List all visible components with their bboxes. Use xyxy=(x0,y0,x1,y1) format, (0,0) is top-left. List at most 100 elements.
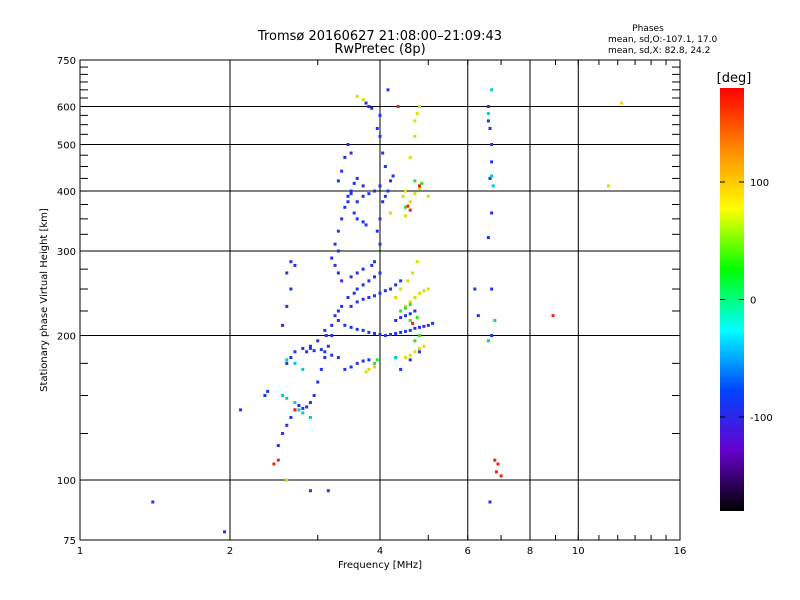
data-point xyxy=(370,106,374,110)
grid-lines xyxy=(80,60,680,540)
data-point xyxy=(373,365,377,369)
data-point xyxy=(378,184,382,188)
data-point xyxy=(336,355,340,359)
data-point xyxy=(355,300,359,304)
data-point xyxy=(422,289,426,293)
data-point xyxy=(486,236,490,240)
data-point xyxy=(431,321,435,325)
colorbar-tick-label: -100 xyxy=(750,413,773,424)
data-point xyxy=(381,200,385,204)
data-point xyxy=(406,279,410,283)
data-point xyxy=(355,217,359,221)
data-point xyxy=(403,329,407,333)
data-point xyxy=(490,174,494,178)
data-point xyxy=(308,344,312,348)
data-point xyxy=(473,287,477,291)
data-point xyxy=(486,119,490,123)
data-point xyxy=(389,332,393,336)
data-point xyxy=(378,113,382,117)
data-point xyxy=(346,194,350,198)
data-point xyxy=(426,287,430,291)
data-point xyxy=(399,330,403,334)
data-point xyxy=(403,304,407,308)
data-point xyxy=(364,223,368,227)
data-point xyxy=(289,260,293,264)
data-point xyxy=(413,179,417,183)
data-point xyxy=(281,323,285,327)
data-point xyxy=(399,287,403,291)
data-point xyxy=(391,174,395,178)
x-tick-label: 2 xyxy=(227,546,233,557)
data-point xyxy=(394,331,398,335)
data-point xyxy=(361,359,365,363)
data-point xyxy=(408,312,412,316)
data-point xyxy=(336,271,340,275)
data-point xyxy=(343,367,347,371)
data-point xyxy=(346,296,350,300)
data-point xyxy=(361,98,365,102)
data-point xyxy=(496,462,500,466)
y-tick-label: 500 xyxy=(57,141,76,152)
y-tick-label: 600 xyxy=(57,103,76,114)
data-point xyxy=(375,358,379,362)
data-point xyxy=(330,256,334,260)
data-point xyxy=(361,283,365,287)
data-point xyxy=(340,304,344,308)
x-tick-label: 16 xyxy=(674,546,687,557)
data-point xyxy=(403,189,407,193)
data-point xyxy=(413,350,417,354)
data-point xyxy=(403,306,407,310)
data-point xyxy=(486,112,490,116)
data-point xyxy=(323,328,327,332)
data-point xyxy=(361,297,365,301)
data-point xyxy=(312,349,316,353)
data-point xyxy=(403,205,407,209)
data-point xyxy=(364,101,368,105)
data-point xyxy=(422,344,426,348)
y-tick-label: 100 xyxy=(57,476,76,487)
data-point xyxy=(281,394,285,398)
data-point xyxy=(486,339,490,343)
data-point xyxy=(326,489,330,493)
data-point xyxy=(378,291,382,295)
data-point xyxy=(305,350,309,354)
colorbar-tick-label: 0 xyxy=(750,296,756,307)
data-point xyxy=(289,415,293,419)
data-point xyxy=(293,408,297,412)
data-point xyxy=(266,389,270,393)
data-point xyxy=(361,194,365,198)
colorbar-tick-label: 100 xyxy=(750,178,769,189)
data-point xyxy=(355,327,359,331)
data-point xyxy=(488,176,492,180)
data-point xyxy=(394,296,398,300)
x-tick-label: 10 xyxy=(572,546,585,557)
data-point xyxy=(619,101,623,105)
data-point xyxy=(394,318,398,322)
data-point xyxy=(324,334,328,338)
data-point xyxy=(403,214,407,218)
data-point xyxy=(406,204,410,208)
data-point xyxy=(293,263,297,267)
data-point xyxy=(413,339,417,343)
data-point xyxy=(417,350,421,354)
data-point xyxy=(413,326,417,330)
data-point xyxy=(308,346,312,350)
data-point xyxy=(272,462,276,466)
data-point xyxy=(336,309,340,313)
y-tick-label: 300 xyxy=(57,247,76,258)
data-point xyxy=(417,291,421,295)
x-tick-label: 4 xyxy=(377,546,383,557)
data-point xyxy=(399,309,403,313)
data-point xyxy=(426,323,430,327)
data-point xyxy=(333,242,337,246)
data-point xyxy=(493,458,497,462)
data-point xyxy=(389,179,393,183)
data-point xyxy=(289,287,293,291)
data-point xyxy=(399,279,403,283)
data-point xyxy=(386,189,390,193)
data-point xyxy=(408,318,412,322)
data-point xyxy=(389,287,393,291)
data-point xyxy=(491,184,495,188)
data-points xyxy=(151,88,623,534)
